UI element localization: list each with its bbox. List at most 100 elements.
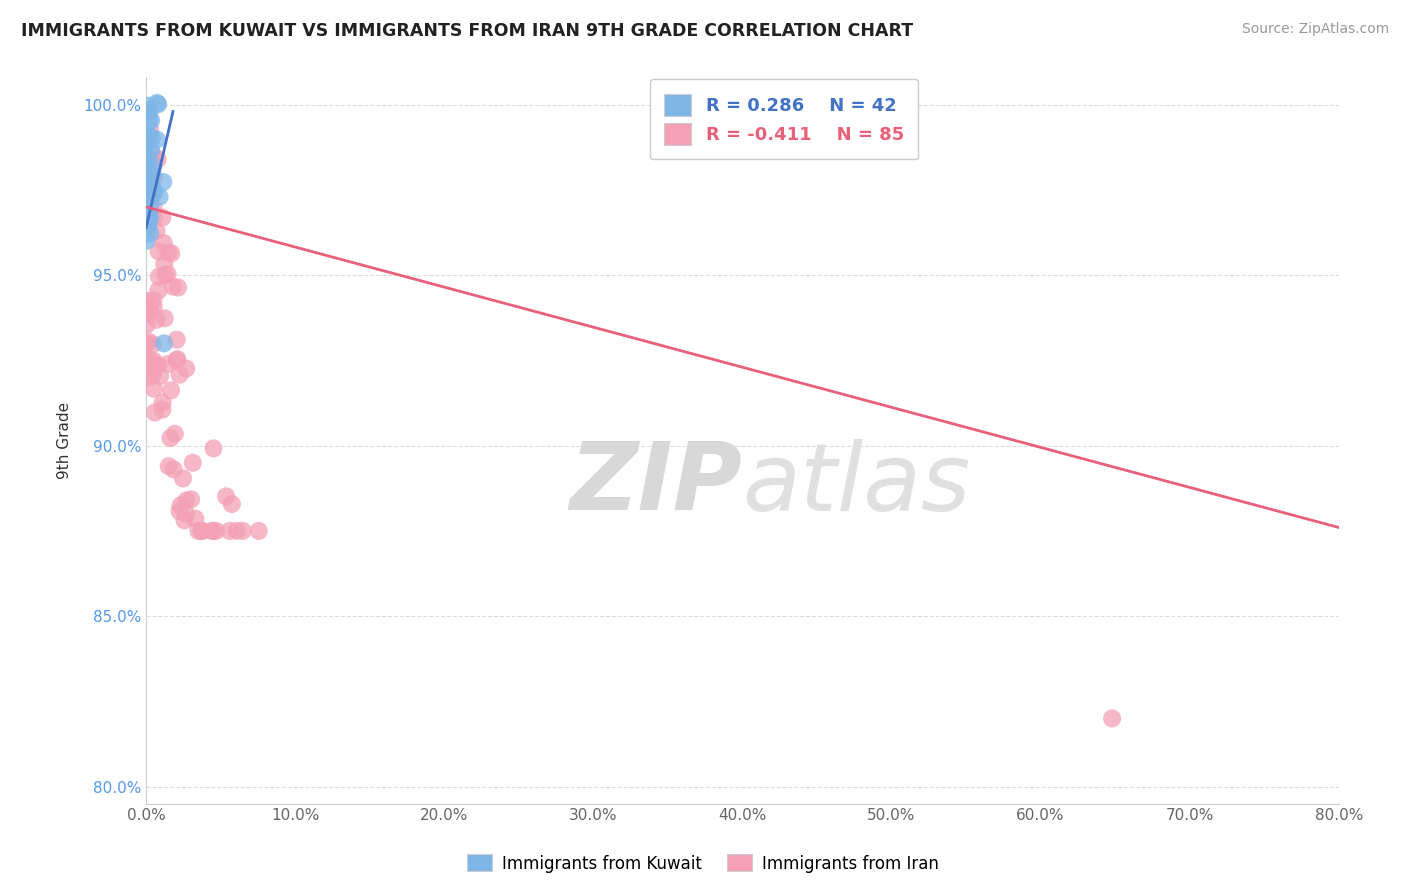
Legend: R = 0.286    N = 42, R = -0.411    N = 85: R = 0.286 N = 42, R = -0.411 N = 85 xyxy=(650,79,918,160)
Point xyxy=(146,152,169,166)
Point xyxy=(153,257,176,271)
Point xyxy=(202,524,225,538)
Point xyxy=(142,382,165,396)
Point xyxy=(143,185,166,199)
Point xyxy=(135,293,157,308)
Point xyxy=(143,405,166,419)
Point xyxy=(201,524,224,538)
Point xyxy=(232,524,254,538)
Point xyxy=(167,280,190,294)
Point xyxy=(190,524,212,538)
Point xyxy=(148,190,170,204)
Point xyxy=(152,395,174,409)
Point xyxy=(156,357,179,371)
Point xyxy=(138,169,160,184)
Point xyxy=(148,284,170,298)
Point xyxy=(157,245,180,260)
Point xyxy=(141,166,163,180)
Y-axis label: 9th Grade: 9th Grade xyxy=(58,402,72,479)
Point xyxy=(163,462,186,476)
Point xyxy=(157,459,180,474)
Point xyxy=(138,208,160,222)
Point xyxy=(145,224,167,238)
Point xyxy=(136,191,159,205)
Point xyxy=(184,512,207,526)
Point xyxy=(142,149,165,163)
Legend: Immigrants from Kuwait, Immigrants from Iran: Immigrants from Kuwait, Immigrants from … xyxy=(460,847,946,880)
Point xyxy=(169,368,191,382)
Point xyxy=(138,215,160,229)
Point xyxy=(190,524,212,538)
Point xyxy=(139,187,162,202)
Point xyxy=(146,97,169,112)
Point xyxy=(136,220,159,235)
Point xyxy=(139,113,162,128)
Point xyxy=(215,489,238,503)
Point xyxy=(225,524,247,538)
Point xyxy=(150,402,173,417)
Point xyxy=(142,159,165,173)
Point xyxy=(136,175,159,189)
Point xyxy=(155,268,177,283)
Point xyxy=(135,99,157,113)
Point xyxy=(135,128,157,142)
Point xyxy=(136,214,159,228)
Point xyxy=(141,358,163,372)
Point xyxy=(138,169,160,183)
Point xyxy=(136,149,159,163)
Point xyxy=(173,513,195,527)
Point xyxy=(191,524,214,538)
Point xyxy=(136,318,159,332)
Point xyxy=(1101,711,1123,725)
Point xyxy=(150,211,173,225)
Point xyxy=(138,164,160,178)
Point xyxy=(153,336,176,351)
Point xyxy=(135,200,157,214)
Point xyxy=(143,211,166,225)
Point xyxy=(139,227,162,241)
Point xyxy=(187,524,209,538)
Point xyxy=(141,143,163,157)
Point xyxy=(139,211,162,225)
Point xyxy=(162,279,184,293)
Point xyxy=(145,312,167,326)
Point xyxy=(138,168,160,182)
Point xyxy=(135,140,157,154)
Point xyxy=(139,304,162,318)
Point xyxy=(149,369,172,384)
Point xyxy=(172,471,194,485)
Point xyxy=(142,181,165,195)
Point xyxy=(142,187,165,202)
Point xyxy=(139,122,162,136)
Point xyxy=(148,244,170,259)
Point xyxy=(138,173,160,187)
Point xyxy=(142,367,165,381)
Point xyxy=(152,235,174,250)
Point xyxy=(138,112,160,127)
Point xyxy=(138,104,160,119)
Point xyxy=(160,246,183,260)
Point xyxy=(138,174,160,188)
Point xyxy=(136,175,159,189)
Point xyxy=(135,336,157,351)
Point xyxy=(146,358,169,372)
Point xyxy=(146,95,169,110)
Point xyxy=(136,351,159,366)
Point xyxy=(138,135,160,149)
Point xyxy=(166,353,188,368)
Point xyxy=(135,234,157,248)
Point xyxy=(221,497,243,511)
Point xyxy=(145,359,167,373)
Point xyxy=(247,524,270,538)
Point xyxy=(205,524,228,538)
Text: Source: ZipAtlas.com: Source: ZipAtlas.com xyxy=(1241,22,1389,37)
Point xyxy=(169,499,191,513)
Point xyxy=(136,173,159,187)
Point xyxy=(136,370,159,384)
Point xyxy=(138,305,160,319)
Point xyxy=(152,175,174,189)
Point xyxy=(166,352,188,367)
Point xyxy=(169,504,191,518)
Point xyxy=(159,431,181,445)
Point xyxy=(153,311,176,326)
